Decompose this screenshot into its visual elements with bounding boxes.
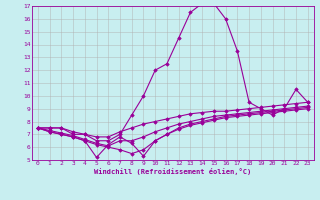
X-axis label: Windchill (Refroidissement éolien,°C): Windchill (Refroidissement éolien,°C) xyxy=(94,168,252,175)
